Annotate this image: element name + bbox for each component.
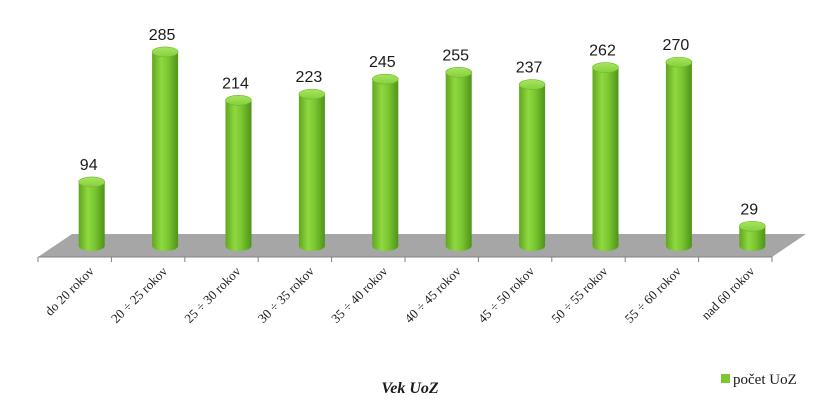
x-tick-label: nad 60 rokov [698,263,757,322]
data-label: 223 [296,69,323,86]
x-tick-label: 20 ÷ 25 rokov [108,263,171,326]
data-label: 29 [740,201,758,218]
bar [592,62,619,251]
x-tick-label: 35 ÷ 40 rokov [328,263,391,326]
bar-top [518,79,546,90]
bar-body [152,51,179,251]
bar-top [225,94,252,106]
bar [371,73,399,251]
x-tick-label: 55 ÷ 60 rokov [622,263,685,326]
x-tick-labels: do 20 rokov 20 ÷ 25 rokov 25 ÷ 30 rokov 30 … [42,263,758,326]
bar-body [225,100,252,252]
data-labels: 94 285 214 223 245 255 237 262 270 29 [80,27,758,218]
data-label: 245 [369,54,396,71]
bar [518,79,546,251]
bar-body [445,72,472,251]
bars-group [78,46,766,252]
x-tick-label: 25 ÷ 30 rokov [181,263,244,326]
bar-top [298,88,326,100]
bar [665,56,693,251]
bar [78,176,105,251]
legend-label: počet UoZ [733,372,797,388]
bar [298,88,326,252]
data-label: 237 [516,60,543,77]
bar-top [78,176,105,188]
bar [151,46,179,251]
x-axis-title: Vek UoZ [381,380,439,397]
x-axis-ticks [37,257,773,262]
legend: počet UoZ [721,372,797,388]
bar-body [739,226,766,251]
bar-top [445,67,473,78]
bar-body [298,94,325,252]
data-label: 285 [149,27,176,44]
bar-body [592,67,619,251]
x-tick-label: 50 ÷ 55 rokov [548,263,611,326]
bar-body [519,84,546,251]
bar-top [371,73,399,85]
bar [738,220,766,251]
x-tick-label: 30 ÷ 35 rokov [255,263,318,326]
bar-body [78,181,105,251]
bar-top [738,220,766,232]
bar-body [372,79,399,251]
legend-swatch [721,374,730,383]
bar-top [151,46,179,58]
bar-top [592,62,619,73]
data-label: 255 [442,47,469,64]
bar-body [665,62,692,251]
x-tick-label: 40 ÷ 45 rokov [401,263,464,326]
bar [225,94,252,252]
x-tick-label: 45 ÷ 50 rokov [475,263,538,326]
data-label: 270 [663,37,690,54]
x-tick-label: do 20 rokov [42,263,97,318]
data-label: 94 [80,157,98,174]
bar [445,67,473,251]
data-label: 214 [222,75,249,92]
data-label: 262 [589,43,616,60]
bar-top [665,56,693,68]
